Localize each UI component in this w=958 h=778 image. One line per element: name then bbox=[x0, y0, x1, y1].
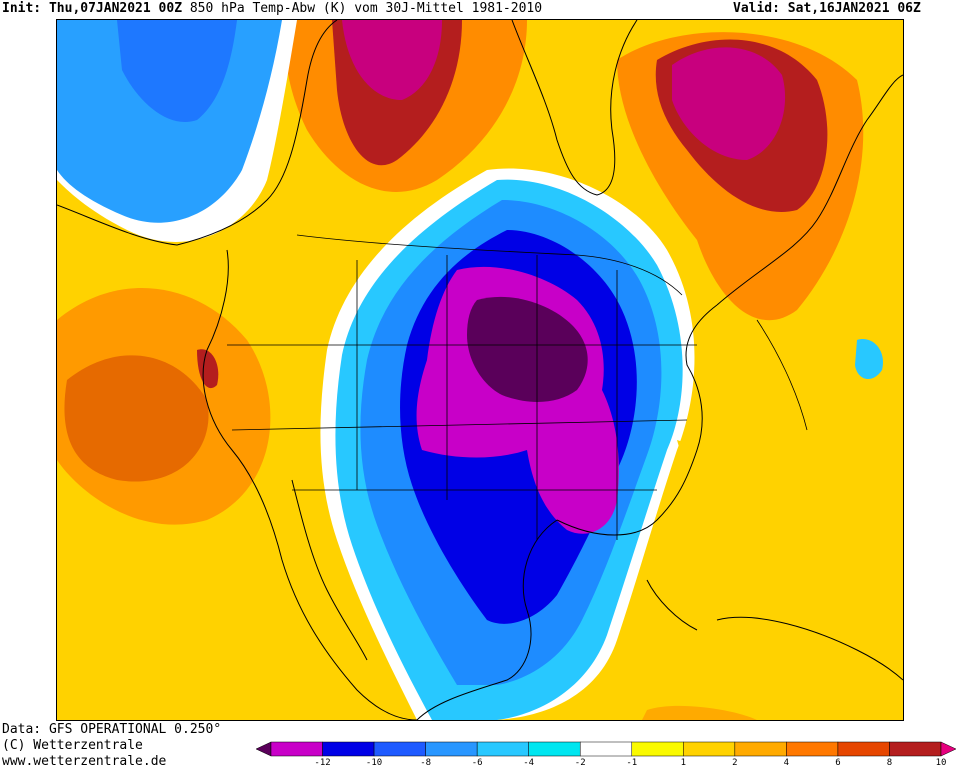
colorbar-segment bbox=[889, 741, 942, 757]
colorbar-segment bbox=[270, 741, 323, 757]
field-cold-extreme bbox=[467, 296, 588, 402]
field-northwest-max bbox=[342, 20, 442, 100]
colorbar-tick-label: -12 bbox=[314, 758, 331, 768]
colorbar-segment bbox=[786, 741, 839, 757]
colorbar-tick-label: 1 bbox=[680, 758, 687, 768]
map-header: Init: Thu,07JAN2021 00Z 850 hPa Temp-Abw… bbox=[0, 0, 958, 20]
borders bbox=[227, 234, 808, 540]
colorbar-segment bbox=[425, 741, 478, 757]
map-title: 850 hPa Temp-Abw (K) vom 30J-Mittel 1981… bbox=[189, 1, 543, 16]
colorbar-tick-label: 2 bbox=[732, 758, 738, 768]
field-atlantic-cold-spot bbox=[855, 339, 883, 380]
colorbar-tick-label: -8 bbox=[420, 758, 432, 768]
field-pacific-core bbox=[117, 20, 237, 122]
colorbar-tick-label: 6 bbox=[835, 758, 841, 768]
field-east-max bbox=[672, 47, 786, 160]
init-value: Thu,07JAN2021 00Z bbox=[48, 1, 183, 16]
colorbar-segment bbox=[579, 741, 633, 757]
temperature-anomaly-map bbox=[56, 19, 904, 721]
map-canvas bbox=[57, 20, 903, 720]
colorbar-right-arrow bbox=[940, 741, 956, 757]
color-legend: -12-10-8-6-4-2-1124681012 bbox=[256, 740, 956, 776]
colorbar-segment bbox=[528, 741, 581, 757]
colorbar-segment bbox=[734, 741, 787, 757]
colorbar-tick-label: 8 bbox=[886, 758, 893, 768]
colorbar-segment bbox=[373, 741, 426, 757]
colorbar-tick-label: -1 bbox=[626, 758, 638, 768]
colorbar-segment bbox=[322, 741, 375, 757]
init-and-title: Init: Thu,07JAN2021 00Z 850 hPa Temp-Abw… bbox=[2, 0, 542, 18]
coastlines bbox=[57, 20, 903, 720]
colorbar-tick-label: -2 bbox=[574, 758, 586, 768]
colorbar bbox=[256, 741, 956, 757]
colorbar-tick-label: -6 bbox=[471, 758, 483, 768]
map-footer: Data: GFS OPERATIONAL 0.250° (C) Wetterz… bbox=[2, 722, 221, 770]
field-atlantic bbox=[677, 440, 903, 720]
valid-time: Valid: Sat,16JAN2021 06Z bbox=[733, 1, 921, 16]
colorbar-segment bbox=[476, 741, 529, 757]
colorbar-ticks: -12-10-8-6-4-2-1124681012 bbox=[256, 758, 956, 774]
init-label: Init: bbox=[2, 1, 42, 16]
data-source: Data: GFS OPERATIONAL 0.250° bbox=[2, 722, 222, 737]
website: www.wetterzentrale.de bbox=[2, 754, 167, 769]
colorbar-tick-label: -10 bbox=[365, 758, 383, 768]
colorbar-segment bbox=[837, 741, 890, 757]
colorbar-tick-label: 4 bbox=[783, 758, 790, 768]
colorbar-left-arrow bbox=[256, 741, 272, 757]
colorbar-segment bbox=[683, 741, 736, 757]
field-south-warm bbox=[642, 705, 757, 720]
field-california-max bbox=[197, 349, 219, 389]
colorbar-tick-label: -4 bbox=[523, 758, 535, 768]
field-west-hot bbox=[64, 355, 209, 482]
colorbar-tick-label: 10 bbox=[935, 758, 947, 768]
colorbar-segment bbox=[631, 741, 684, 757]
copyright: (C) Wetterzentrale bbox=[2, 738, 143, 753]
